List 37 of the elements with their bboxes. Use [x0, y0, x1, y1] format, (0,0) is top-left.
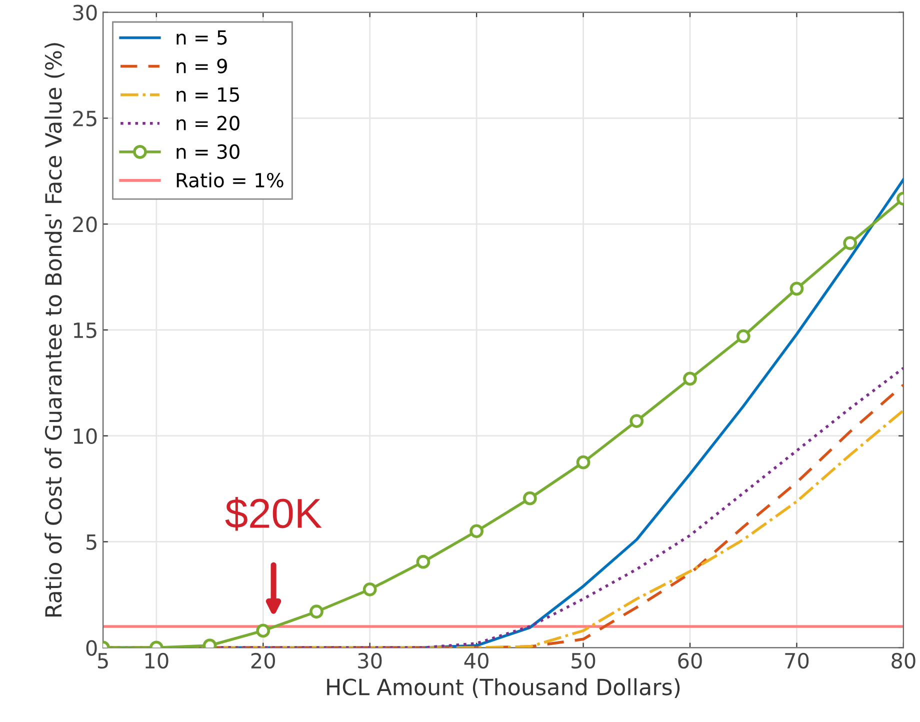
x-tick-label: 10	[145, 652, 168, 669]
x-tick-label: 30	[358, 652, 382, 669]
x-tick-label: 60	[678, 652, 702, 669]
y-tick-label: 10	[74, 428, 97, 444]
legend-label: n = 30	[176, 144, 240, 159]
x-tick-label: 5	[98, 653, 108, 669]
legend-label: n = 9	[176, 58, 227, 74]
y-axis-title: Ratio of Cost of Guarantee to Bonds' Face Value (%)	[44, 43, 64, 616]
x-axis-title: HCL Amount (Thousand Dollars)	[327, 678, 680, 698]
annotation: $20K	[225, 496, 322, 531]
y-tick-label: 15	[74, 322, 96, 338]
point	[310, 604, 324, 619]
point	[683, 372, 697, 386]
x-tick-label: 20	[251, 652, 275, 669]
point	[362, 582, 377, 596]
legend-label: Ratio = 1%	[176, 172, 284, 188]
point	[736, 329, 750, 344]
point	[416, 554, 430, 569]
x-tick-label: 80	[892, 652, 916, 669]
y-tick-label: 20	[73, 216, 97, 232]
point	[522, 491, 537, 506]
x-tick-label: 70	[785, 652, 809, 669]
point	[256, 624, 270, 638]
legend-label: n = 15	[176, 87, 240, 102]
x-tick-label: 50	[572, 652, 596, 669]
point	[843, 236, 858, 250]
point	[576, 455, 590, 470]
point	[790, 282, 804, 296]
y-tick-label: 5	[86, 534, 96, 550]
point	[630, 414, 644, 428]
y-tick-label: 0	[86, 640, 97, 656]
y-tick-label: 25	[73, 110, 96, 126]
legend-label: n = 5	[176, 30, 227, 45]
x-tick-label: 40	[464, 652, 488, 669]
point	[470, 524, 484, 538]
y-tick-label: 30	[73, 4, 97, 20]
legend-label: n = 20	[176, 116, 240, 130]
